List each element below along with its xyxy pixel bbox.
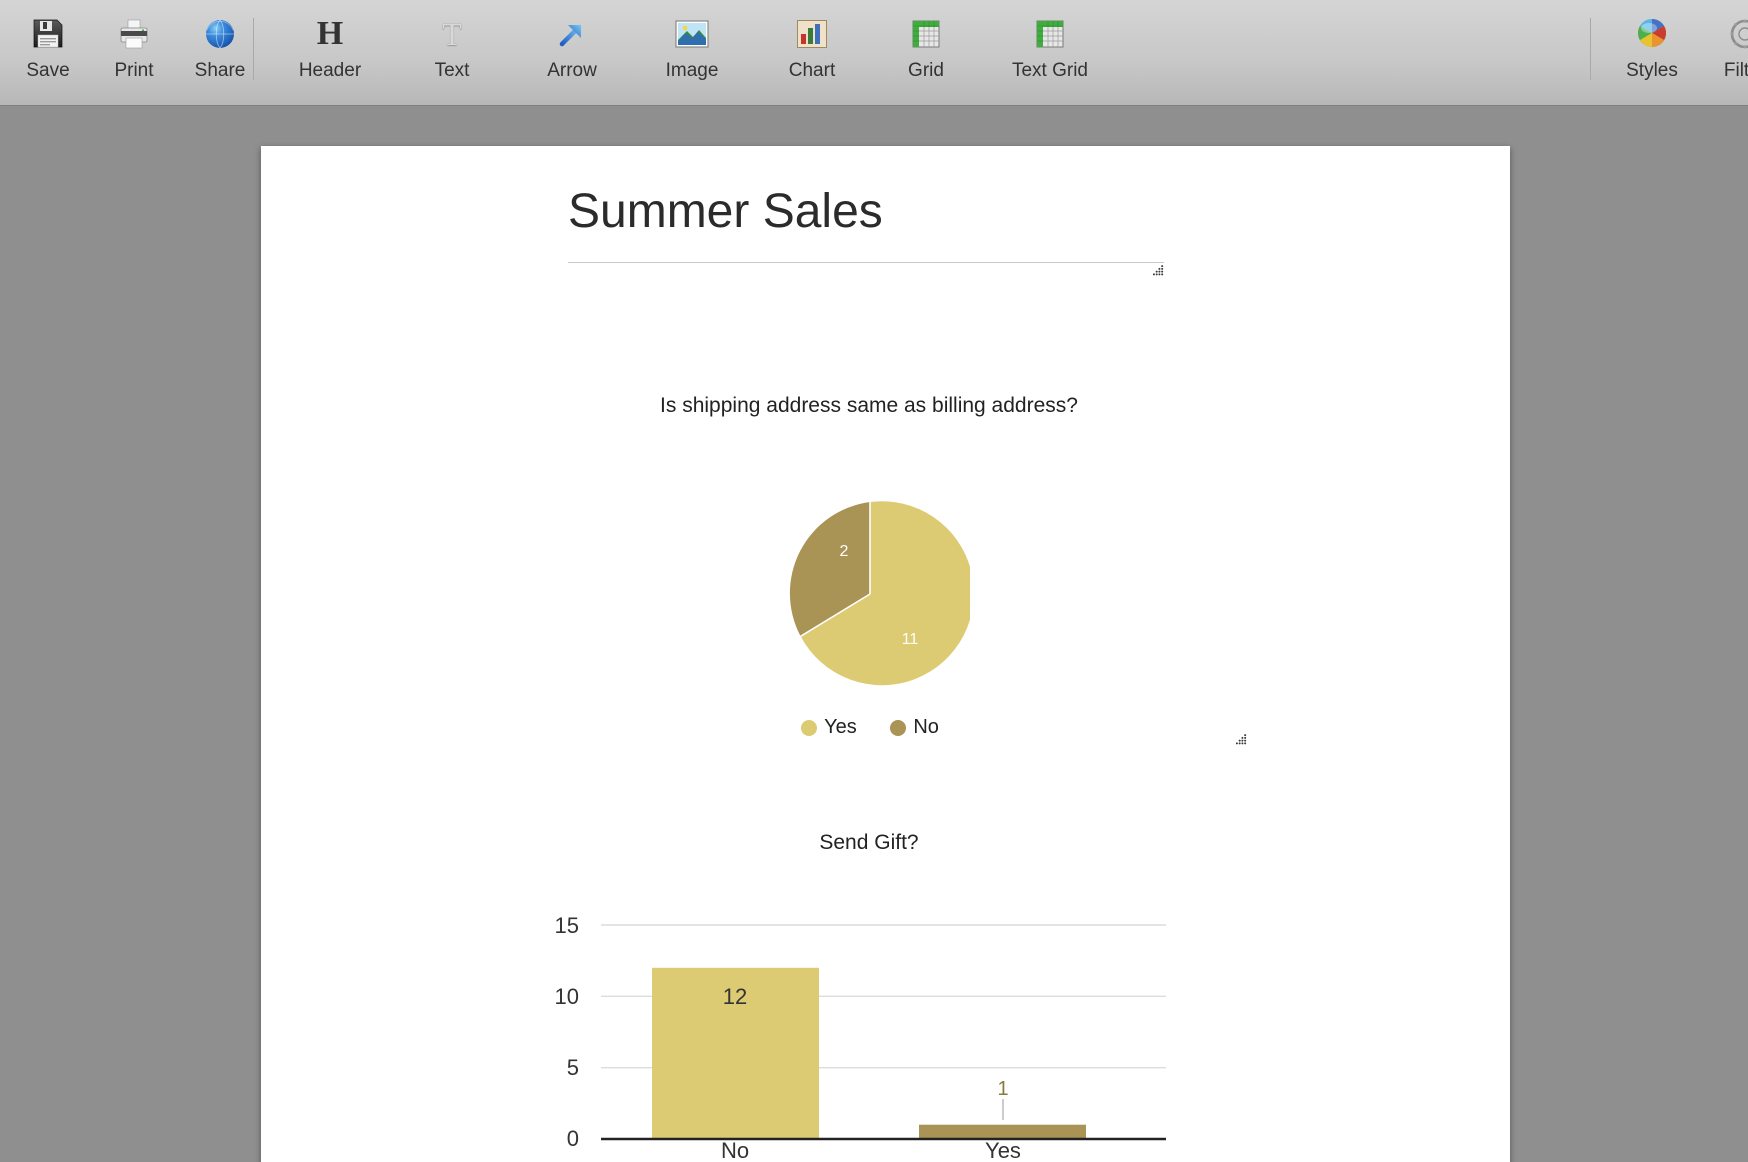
svg-text:10: 10 — [555, 984, 579, 1009]
svg-text:12: 12 — [723, 984, 747, 1009]
svg-text:0: 0 — [567, 1126, 579, 1151]
svg-text:Yes: Yes — [985, 1138, 1021, 1162]
svg-text:5: 5 — [567, 1055, 579, 1080]
svg-text:No: No — [721, 1138, 749, 1162]
svg-text:15: 15 — [555, 913, 579, 938]
svg-text:1: 1 — [997, 1078, 1008, 1100]
